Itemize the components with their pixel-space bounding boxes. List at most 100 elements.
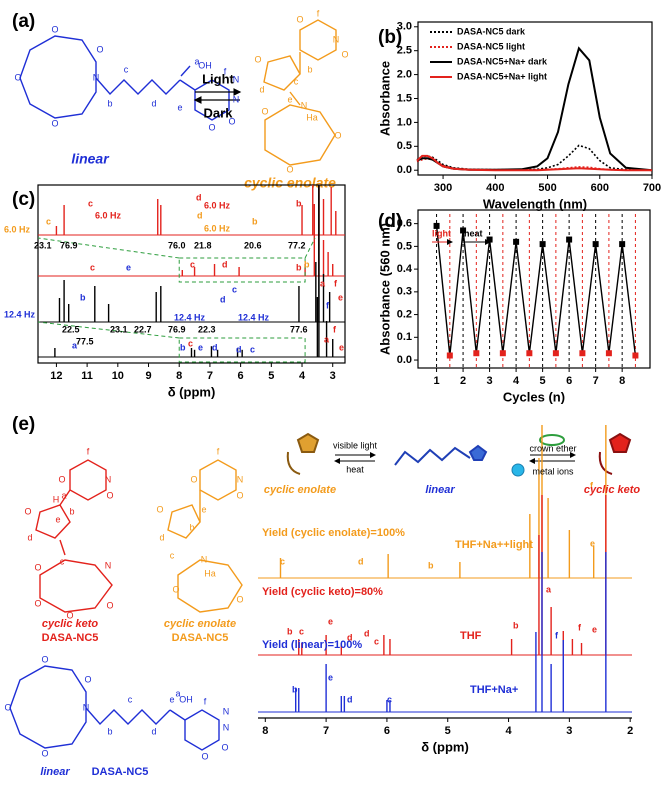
atom-label: H — [53, 494, 60, 504]
data-point — [619, 241, 626, 248]
scheme-label: linear — [425, 484, 455, 496]
atom-label: e — [55, 514, 60, 524]
x-tick-label: 7 — [593, 375, 599, 387]
annotation: e — [592, 624, 597, 634]
annotation: 76.0 — [168, 240, 186, 250]
annotation: Yield (cyclic enolate)=100% — [262, 527, 405, 539]
x-tick-label: 4 — [505, 725, 512, 737]
annotation: d — [347, 632, 353, 642]
atom-label: N — [237, 474, 244, 484]
atom-label: O — [58, 474, 65, 484]
atom-label: N — [223, 722, 230, 732]
scheme-label: visible light — [333, 440, 378, 450]
y-tick-label: 0.4 — [397, 263, 413, 275]
atom-label: O — [51, 24, 58, 34]
x-tick-label: 2 — [627, 725, 633, 737]
scheme-label: cyclic enolate — [264, 484, 336, 496]
atom-label: O — [236, 490, 243, 500]
x-tick-label: 8 — [176, 370, 182, 382]
atom-label: O — [84, 674, 91, 684]
atom-label: O — [228, 116, 235, 126]
annotation: 12.4 Hz — [4, 309, 36, 319]
atom-label: d — [159, 532, 164, 542]
keto-structure — [35, 459, 113, 613]
annotation: d — [222, 259, 228, 269]
annotation: 6.0 Hz — [4, 224, 31, 234]
annotation: c — [90, 262, 95, 272]
annotation: c — [280, 556, 285, 566]
annotation: e — [328, 672, 333, 682]
annotation: c — [190, 259, 195, 269]
structure-label: DASA-NC5 — [42, 632, 99, 644]
annotation: d — [364, 628, 370, 638]
enolate-structure — [263, 19, 337, 166]
annotation: b — [80, 292, 86, 302]
annotation: c — [374, 636, 379, 646]
atom-label: b — [307, 64, 312, 74]
atom-label: O — [41, 748, 48, 758]
annotation: d — [236, 344, 242, 354]
y-tick-label: 0.5 — [397, 140, 412, 152]
data-point — [446, 352, 453, 359]
atom-label: b — [69, 506, 74, 516]
y-axis-label: Absorbance — [377, 61, 392, 136]
annotation: 23.1 — [34, 240, 52, 250]
atom-label: O — [4, 702, 11, 712]
x-tick-label: 6 — [566, 375, 572, 387]
atom-label: O — [106, 490, 113, 500]
atom-label: b — [189, 522, 194, 532]
annotation: b — [180, 342, 186, 352]
atom-label: c — [294, 76, 299, 86]
annotation: 77.6 — [290, 324, 308, 334]
annotation: b — [292, 684, 298, 694]
atom-label: O — [334, 130, 341, 140]
linear-structure — [19, 35, 230, 121]
y-tick-label: 0.6 — [397, 218, 412, 230]
atom-label: O — [341, 49, 348, 59]
x-tick-label: 4 — [299, 370, 306, 382]
atom-label: O — [106, 600, 113, 610]
y-tick-label: 0.2 — [397, 308, 412, 320]
arrow-label: Light — [202, 71, 234, 86]
annotation: b — [296, 262, 302, 272]
x-tick-label: 7 — [323, 725, 329, 737]
annotation: f — [555, 630, 559, 640]
atom-label: N — [233, 74, 240, 84]
annotation: b — [252, 216, 258, 226]
annotation: a — [546, 584, 552, 594]
y-axis-label: Absorbance (560 nm) — [377, 223, 392, 355]
atom-label: c — [128, 694, 133, 704]
atom-label: c — [60, 556, 65, 566]
annotation: d — [196, 192, 202, 202]
atom-label: O — [14, 72, 21, 82]
atom-label: a — [175, 688, 180, 698]
x-tick-label: 1 — [433, 375, 439, 387]
atom-label: O — [96, 44, 103, 54]
structure-label: linear — [40, 766, 70, 778]
atom-label: d — [259, 84, 264, 94]
x-tick-label: 12 — [50, 370, 62, 382]
atom-label: a — [194, 56, 199, 66]
x-tick-label: 5 — [268, 370, 274, 382]
x-tick-label: 2 — [460, 375, 466, 387]
annotation: d — [358, 556, 364, 566]
atom-label: O — [51, 118, 58, 128]
data-point — [499, 350, 506, 357]
atom-label: OH — [179, 694, 193, 704]
x-tick-label: 6 — [238, 370, 244, 382]
x-tick-label: 8 — [262, 725, 268, 737]
y-tick-label: 0.3 — [397, 286, 412, 298]
annotation: Yield (linear)=100% — [262, 639, 362, 651]
x-tick-label: 10 — [112, 370, 124, 382]
atom-label: e — [287, 94, 292, 104]
x-axis-label: δ (ppm) — [168, 384, 216, 399]
annotation: b — [304, 259, 310, 269]
atom-label: N — [93, 72, 100, 82]
atom-label: O — [261, 106, 268, 116]
x-tick-label: 4 — [513, 375, 520, 387]
x-tick-label: 7 — [207, 370, 213, 382]
data-point — [539, 241, 546, 248]
annotation: 21.8 — [194, 240, 212, 250]
scheme-label: heat — [346, 464, 364, 474]
